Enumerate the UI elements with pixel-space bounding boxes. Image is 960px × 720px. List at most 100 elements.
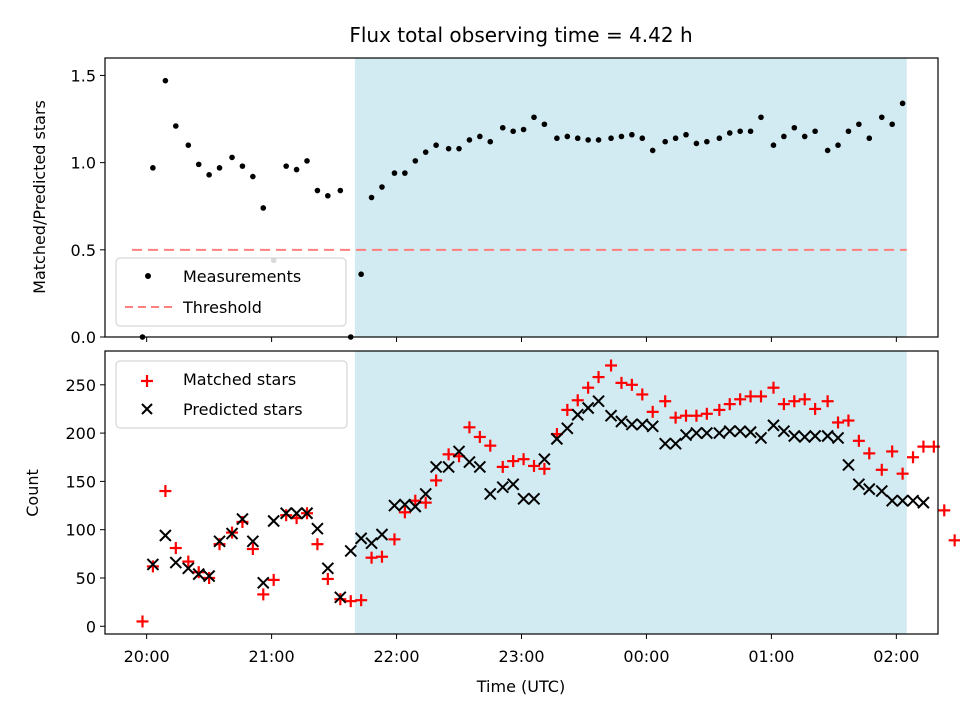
measurement-point xyxy=(574,135,581,142)
predicted-star-point xyxy=(767,419,780,432)
predicted-star-point xyxy=(754,431,768,445)
measurement-point xyxy=(250,173,256,180)
matched-star-point xyxy=(159,485,172,498)
measurement-point xyxy=(162,77,169,84)
measurement-point xyxy=(391,170,398,176)
measurement-point xyxy=(662,138,668,145)
predicted-star-point xyxy=(442,460,455,474)
measurement-point xyxy=(564,133,571,140)
measurement-point xyxy=(716,135,723,142)
predicted-star-point xyxy=(311,522,324,535)
matched-star-point xyxy=(192,566,205,579)
predicted-star-point xyxy=(169,556,183,569)
predicted-star-point xyxy=(690,426,703,440)
measurement-point xyxy=(216,165,223,171)
matched-star-point xyxy=(798,393,811,406)
matched-star-point xyxy=(311,538,324,551)
predicted-star-point xyxy=(246,535,260,548)
measurement-point xyxy=(737,128,743,135)
legend-measurements-label: Measurements xyxy=(183,267,301,286)
matched-star-point xyxy=(246,543,259,556)
matched-star-point xyxy=(507,455,520,468)
predicted-star-point xyxy=(300,507,314,520)
legend-matched-marker xyxy=(141,375,153,387)
predicted-star-point xyxy=(321,562,335,575)
matched-star-point xyxy=(571,394,584,407)
bottom-y-tick-label: 150 xyxy=(65,472,96,491)
measurement-point xyxy=(260,205,267,211)
measurement-point xyxy=(758,114,764,121)
measurement-point xyxy=(595,137,602,143)
matched-star-point xyxy=(334,593,347,606)
matched-star-point xyxy=(561,403,574,416)
predicted-star-point xyxy=(236,512,249,526)
measurement-point xyxy=(229,154,235,161)
predicted-star-point xyxy=(484,487,497,501)
bottom-legend-box xyxy=(115,360,348,429)
matched-star-point xyxy=(744,390,757,403)
measurement-point xyxy=(835,142,841,148)
matched-star-point xyxy=(517,453,530,466)
predicted-star-point xyxy=(700,426,714,440)
matched-star-point xyxy=(267,573,280,586)
matched-star-point xyxy=(832,416,845,429)
measurement-point xyxy=(824,147,831,154)
matched-star-point xyxy=(344,595,357,608)
matched-star-point xyxy=(496,460,509,473)
matched-star-point xyxy=(723,398,736,411)
x-tick-label: 21:00 xyxy=(249,647,295,666)
matched-star-point xyxy=(398,506,411,519)
measurement-point xyxy=(554,135,560,142)
matched-star-point xyxy=(938,504,951,517)
measurement-point xyxy=(672,135,679,142)
matched-star-point xyxy=(203,571,216,584)
bottom-y-ticks: 0 50 100 150 200 250 xyxy=(65,376,105,636)
measurement-point xyxy=(639,135,646,142)
measurement-point xyxy=(747,128,754,135)
measurement-point xyxy=(206,172,212,178)
measurement-point xyxy=(878,114,885,121)
measurement-point xyxy=(649,147,656,154)
measurement-point xyxy=(812,128,818,135)
predicted-star-point xyxy=(875,484,888,498)
predicted-star-point xyxy=(723,424,736,438)
matched-star-point xyxy=(948,534,960,547)
bottom-y-tick-label: 250 xyxy=(65,376,96,395)
matched-star-point xyxy=(907,451,920,464)
matched-star-point xyxy=(646,405,659,418)
measurement-point xyxy=(704,138,710,145)
measurement-point xyxy=(195,161,202,168)
measurement-point xyxy=(185,142,192,148)
bottom-legend: Matched stars Predicted stars xyxy=(115,360,348,429)
bottom-y-tick-label: 0 xyxy=(86,617,96,636)
predicted-star-point xyxy=(517,492,530,505)
matched-star-point xyxy=(809,402,822,415)
predicted-star-point xyxy=(225,527,239,540)
predicted-star-point xyxy=(429,460,443,474)
matched-star-point xyxy=(842,414,855,427)
measurement-point xyxy=(173,123,179,129)
measurement-point xyxy=(466,137,473,143)
predicted-star-point xyxy=(561,422,574,435)
predicted-star-point xyxy=(863,482,876,496)
measurement-point xyxy=(618,133,625,140)
top-legend-box xyxy=(115,257,347,327)
predicted-star-point xyxy=(917,496,930,509)
legend-measurements-marker xyxy=(145,273,151,279)
bottom-axes-frame xyxy=(104,350,939,635)
observing-window-shade-top xyxy=(354,58,907,337)
predicted-star-point xyxy=(279,507,293,520)
predicted-star-point xyxy=(398,498,412,511)
matched-star-point xyxy=(852,434,865,447)
matched-star-point xyxy=(777,398,790,411)
bottom-panel: 0 50 100 150 200 250 20:00 21:00 22:00 23:00 00:0… xyxy=(23,350,960,696)
matched-star-point xyxy=(375,550,388,563)
predicted-star-point xyxy=(213,535,226,548)
measurement-point xyxy=(368,194,375,201)
predicted-star-point xyxy=(473,460,487,474)
matched-star-point xyxy=(582,381,595,394)
top-y-tick-label: 0.5 xyxy=(71,241,96,260)
measurement-point xyxy=(629,131,635,138)
matched-star-point xyxy=(754,390,767,403)
measurement-point xyxy=(487,138,494,145)
